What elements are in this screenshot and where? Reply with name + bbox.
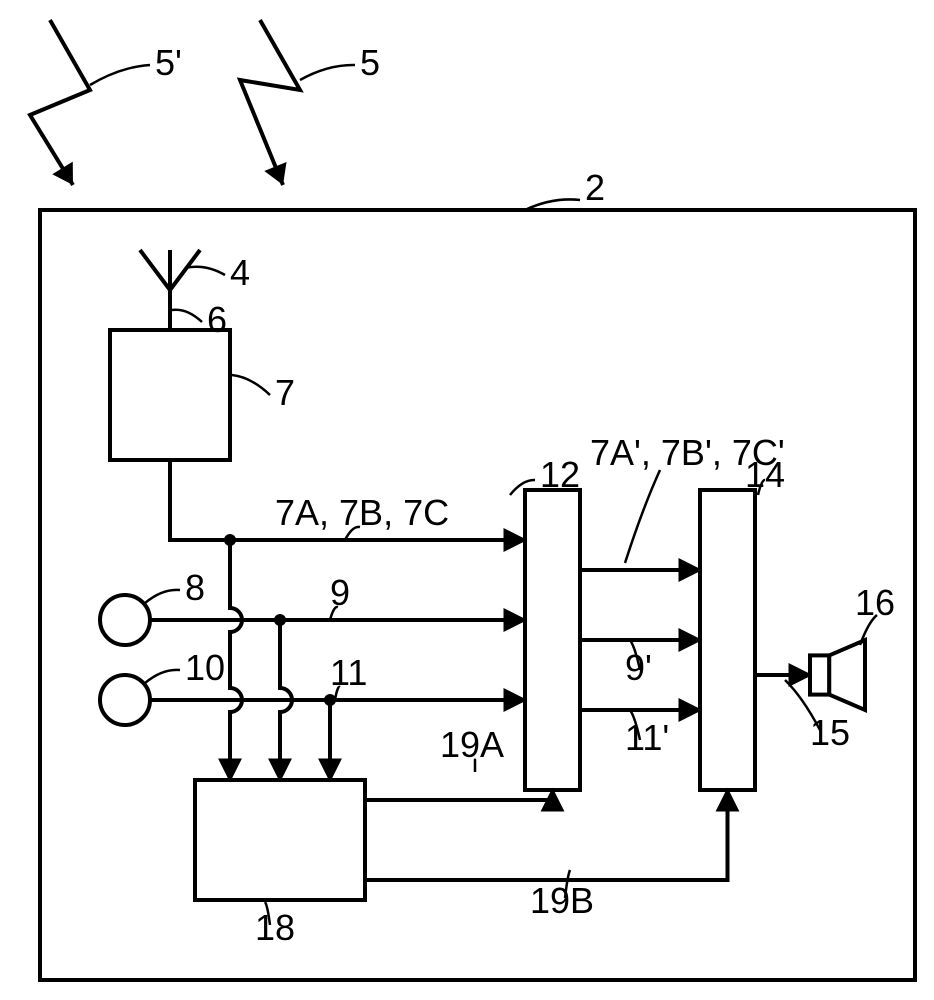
block-b7 — [110, 330, 230, 460]
leader-ld8 — [145, 590, 180, 603]
label-l2: 2 — [585, 167, 605, 208]
leader-ld5p — [90, 65, 150, 85]
source-c8 — [100, 595, 150, 645]
zigzag-z5p — [30, 20, 90, 185]
label-l6: 6 — [207, 299, 227, 340]
label-l16: 16 — [855, 582, 895, 623]
signal-19B — [365, 790, 728, 880]
antenna-arm-left — [140, 250, 170, 290]
antenna-arm-right — [170, 250, 200, 290]
label-l8: 8 — [185, 567, 205, 608]
speaker-body — [810, 655, 829, 694]
label-l7abc: 7A, 7B, 7C — [275, 492, 449, 533]
label-l11p: 11' — [625, 717, 669, 758]
label-l7: 7 — [275, 372, 295, 413]
leader-ld5 — [300, 65, 355, 80]
zigzag-z5 — [240, 20, 300, 185]
label-l10: 10 — [185, 647, 225, 688]
leader-ld7 — [232, 375, 270, 395]
label-l4: 4 — [230, 252, 250, 293]
label-l5p: 5' — [155, 42, 182, 83]
block-b12 — [525, 490, 580, 790]
label-l15: 15 — [810, 712, 850, 753]
label-l5: 5 — [360, 42, 380, 83]
tap-7 — [230, 540, 242, 780]
leader-ld7abcp — [625, 470, 660, 563]
label-l19A: 19A — [440, 724, 504, 765]
leader-ld4 — [185, 267, 225, 275]
speaker-horn-icon — [829, 640, 865, 710]
block-b18 — [195, 780, 365, 900]
label-l18: 18 — [255, 907, 295, 948]
label-l14: 14 — [745, 454, 785, 495]
leader-ld10 — [145, 670, 180, 683]
leader-ld6 — [172, 310, 202, 322]
label-l9: 9 — [330, 572, 350, 613]
label-l11: 11 — [330, 652, 367, 693]
label-l19B: 19B — [530, 880, 594, 921]
label-l9p: 9' — [625, 647, 652, 688]
block-b14 — [700, 490, 755, 790]
source-c10 — [100, 675, 150, 725]
label-l12: 12 — [540, 454, 580, 495]
